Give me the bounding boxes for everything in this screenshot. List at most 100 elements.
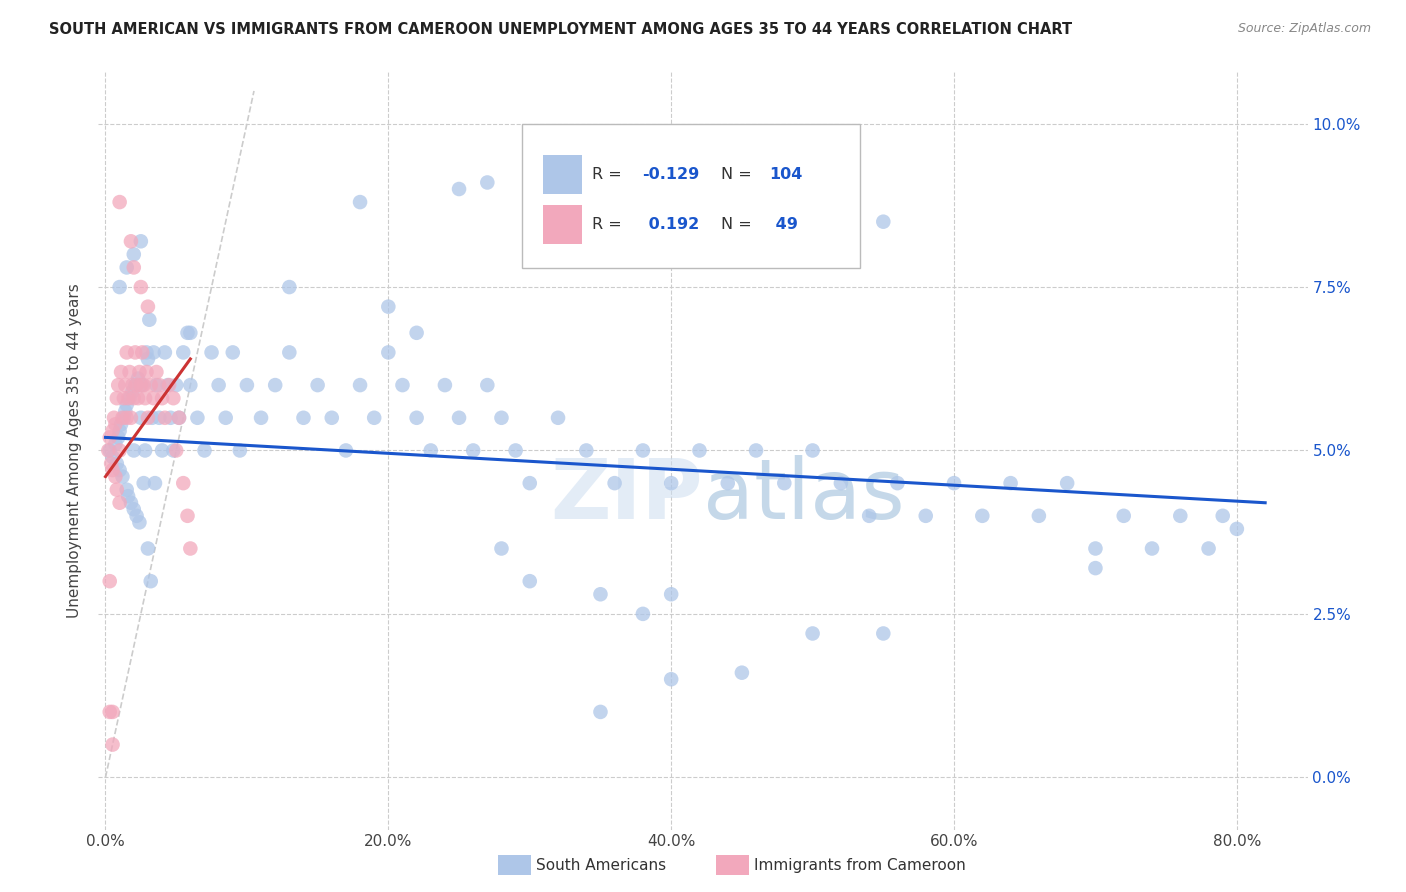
Point — [745, 443, 768, 458]
FancyBboxPatch shape — [522, 125, 860, 268]
Point — [447, 182, 470, 196]
Point — [872, 626, 894, 640]
Point — [104, 437, 127, 451]
Point — [405, 410, 427, 425]
Point — [335, 443, 357, 458]
Point — [159, 410, 181, 425]
Point — [157, 378, 180, 392]
Point — [349, 195, 371, 210]
Point — [105, 391, 128, 405]
Point — [120, 496, 142, 510]
Point — [830, 476, 852, 491]
Point — [101, 424, 124, 438]
Point — [447, 410, 470, 425]
Point — [131, 378, 153, 392]
Point — [215, 410, 238, 425]
Point — [105, 457, 128, 471]
Point — [165, 443, 187, 458]
Point — [179, 541, 201, 556]
Point — [419, 443, 441, 458]
Point — [1056, 476, 1078, 491]
Text: 104: 104 — [769, 167, 803, 182]
Point — [142, 345, 165, 359]
Point — [115, 345, 138, 359]
Point — [176, 326, 198, 340]
Point — [145, 378, 167, 392]
Point — [107, 378, 129, 392]
Point — [132, 476, 155, 491]
Point — [124, 345, 146, 359]
Point — [115, 398, 138, 412]
Point — [136, 541, 159, 556]
Point — [120, 235, 142, 249]
Point — [136, 300, 159, 314]
Point — [125, 378, 148, 392]
Point — [717, 476, 740, 491]
Text: South Americans: South Americans — [536, 858, 666, 872]
Point — [122, 443, 145, 458]
Point — [200, 345, 222, 359]
Text: ZIP: ZIP — [551, 456, 703, 536]
Point — [129, 410, 152, 425]
Point — [321, 410, 343, 425]
Text: atlas: atlas — [703, 456, 904, 536]
Point — [103, 410, 125, 425]
Point — [135, 365, 157, 379]
Point — [97, 443, 120, 458]
Point — [1084, 561, 1107, 575]
Point — [731, 665, 754, 680]
Point — [222, 345, 245, 359]
Point — [349, 378, 371, 392]
FancyBboxPatch shape — [543, 155, 582, 194]
Point — [1140, 541, 1163, 556]
Point — [98, 705, 121, 719]
Point — [125, 508, 148, 523]
Point — [1198, 541, 1220, 556]
Point — [801, 176, 824, 190]
Point — [108, 280, 131, 294]
Point — [134, 391, 156, 405]
Point — [547, 410, 569, 425]
Point — [139, 574, 162, 589]
Point — [101, 463, 124, 477]
Point — [801, 626, 824, 640]
Point — [659, 476, 682, 491]
FancyBboxPatch shape — [543, 205, 582, 244]
Point — [179, 326, 201, 340]
Text: SOUTH AMERICAN VS IMMIGRANTS FROM CAMEROON UNEMPLOYMENT AMONG AGES 35 TO 44 YEAR: SOUTH AMERICAN VS IMMIGRANTS FROM CAMERO… — [49, 22, 1073, 37]
Point — [131, 345, 153, 359]
Point — [98, 430, 121, 444]
Point — [278, 345, 301, 359]
Point — [122, 391, 145, 405]
Point — [463, 443, 485, 458]
Text: -0.129: -0.129 — [643, 167, 700, 182]
Point — [176, 508, 198, 523]
Text: 49: 49 — [769, 218, 797, 232]
Point — [433, 378, 456, 392]
Point — [105, 483, 128, 497]
Point — [150, 443, 173, 458]
Point — [112, 410, 135, 425]
Point — [124, 378, 146, 392]
Point — [773, 476, 796, 491]
Point — [108, 463, 131, 477]
Point — [98, 443, 121, 458]
Point — [659, 672, 682, 686]
Point — [363, 410, 385, 425]
Point — [1028, 508, 1050, 523]
Point — [114, 378, 136, 392]
Point — [115, 260, 138, 275]
Point — [129, 378, 152, 392]
Text: R =: R = — [592, 218, 627, 232]
Point — [148, 378, 170, 392]
Point — [108, 424, 131, 438]
Point — [477, 378, 499, 392]
Point — [132, 378, 155, 392]
Point — [135, 345, 157, 359]
Point — [118, 365, 141, 379]
Point — [128, 516, 150, 530]
Point — [688, 443, 710, 458]
Point — [153, 345, 176, 359]
Point — [186, 410, 208, 425]
Text: 0.192: 0.192 — [643, 218, 699, 232]
